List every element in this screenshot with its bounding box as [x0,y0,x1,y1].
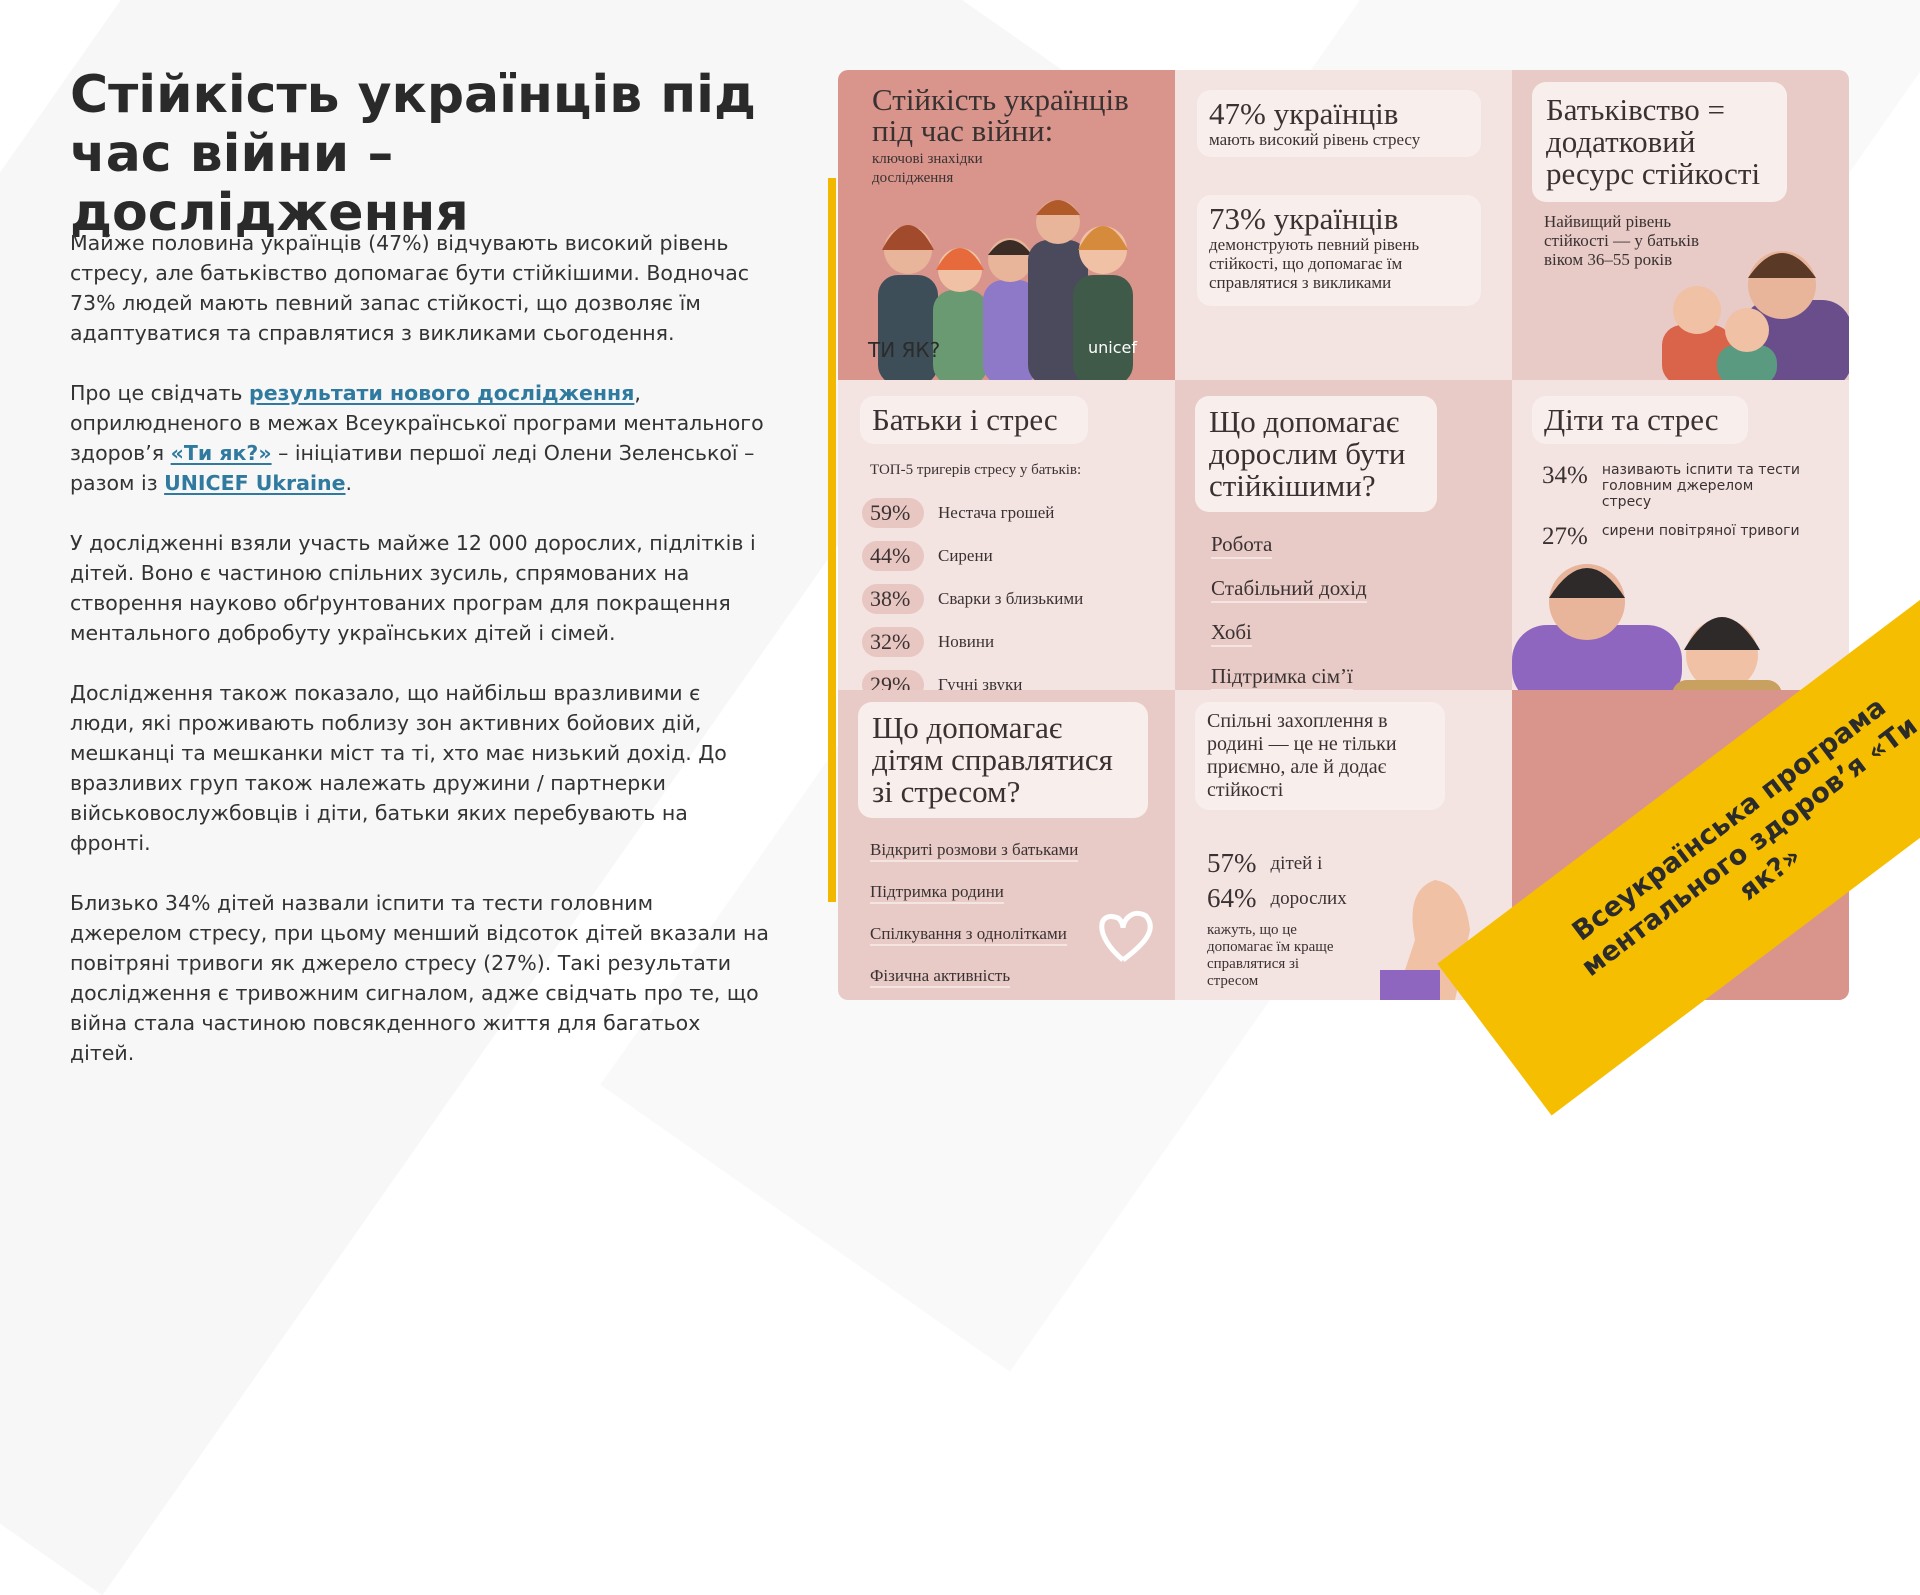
stress-cell: 47% українців мають високий рівень стрес… [1175,70,1512,380]
trigger-label: Нестача грошей [938,503,1055,522]
link[interactable]: UNICEF Ukraine [164,471,346,495]
adults-help-list: Робота Стабільний дохід Хобі Підтримка сім’… [1211,532,1367,690]
help-item: Відкриті розмови з батьками [870,840,1079,862]
link[interactable]: результати нового дослідження [249,381,635,405]
stress-percent: 34% [1542,462,1588,489]
children-illustration [1512,564,1782,690]
family-illustration [878,200,1133,380]
trigger-percent: 59% [862,498,924,528]
trigger-row: 44% Сирени [862,541,1083,571]
logo-left: ТИ ЯК? [868,338,941,362]
cover-subtitle: ключові знахідки дослідження [872,151,983,186]
trigger-percent: 29% [862,670,924,690]
hobby-label: дітей і [1270,852,1323,874]
children-help-cell: Що допомагає дітям справлятися зі стресо… [838,690,1175,1000]
page-title: Стійкість українців під час війни – досл… [70,65,757,243]
parenthood-title: Батьківство = додатковий ресурс стійкост… [1532,82,1787,202]
stress-label: сирени повітряної тривоги [1601,523,1800,539]
trigger-percent: 32% [862,627,924,657]
trigger-row: 38% Сварки з близькими [862,584,1083,614]
parents-stress-title: Батьки і стрес [860,396,1088,444]
stat-value: 73% українців [1209,201,1399,236]
trigger-row: 32% Новини [862,627,1083,657]
children-help-list: Відкриті розмови з батьками Підтримка род… [870,840,1079,1000]
trigger-row: 59% Нестача грошей [862,498,1083,528]
stat-value: 47% українців [1209,96,1399,131]
help-item: Робота [1211,532,1273,559]
help-item: Спілкування з однолітками [870,924,1067,946]
help-item: Стабільний дохід [1211,576,1367,603]
adults-help-title: Що допомагає дорослим бути стійкішими? [1195,396,1437,512]
stress-row: 34% називають іспити та тести головним дж… [1542,462,1832,510]
parents-stress-cell: Батьки і стрес ТОП-5 тригерів стресу у б… [838,380,1175,690]
hobby-percent: 64% [1207,883,1257,913]
parenthood-text: Найвищий рівень стійкості — у батьків ві… [1544,212,1700,269]
paragraph-text: . [345,471,353,495]
accent-line [828,178,836,902]
stress-row: 27% сирени повітряної тривоги [1542,523,1832,551]
stat-text: демонструють певний рівень стійкості, що… [1209,235,1420,292]
cover-title: Стійкість українців під час війни: [872,82,1129,148]
trigger-list: 59% Нестача грошей 44% Сирени 38% Сварки з бл… [862,498,1083,690]
paragraph: Про це свідчать результати нового дослід… [70,378,770,498]
paragraph: Близько 34% дітей назвали іспити та тест… [70,888,770,1068]
hobby-percent: 57% [1207,848,1257,878]
paragraph-text: , оприлюдненого в межах Всеукраїнської п… [70,381,764,465]
trigger-row: 29% Гучні звуки [862,670,1083,690]
hobbies-title: Спільні захоплення в родині — це не тіль… [1195,702,1445,810]
parents-stress-subtitle: ТОП-5 тригерів стресу у батьків: [870,462,1082,478]
link[interactable]: «Ти як?» [170,441,272,465]
help-item: Підтримка сім’ї [1211,664,1353,690]
trigger-percent: 38% [862,584,924,614]
stat-bubble: 47% українців мають високий рівень стрес… [1197,90,1481,157]
help-item: Хобі [1211,620,1252,647]
hobbies-text: кажуть, що це допомагає їм краще справля… [1207,922,1334,989]
paragraph-text: Дослідження також показало, що найбільш … [70,681,727,855]
trigger-label: Сирени [938,546,993,565]
children-stress-title: Діти та стрес [1532,396,1748,444]
article-body: Майже половина українців (47%) відчувают… [70,228,770,1098]
page-body: Стійкість українців під час війни – досл… [70,65,1920,1116]
adults-help-cell: Що допомагає дорослим бути стійкішими? Р… [1175,380,1512,690]
help-item: Підтримка родини [870,882,1004,904]
trigger-label: Новини [938,632,995,651]
paragraph-text: Про це свідчать [70,381,250,405]
logo-right: unicef [1088,338,1137,357]
hobby-label: дорослих [1270,887,1347,909]
hobby-stat: 57% дітей і [1207,848,1347,879]
trigger-label: Сварки з близькими [938,589,1084,608]
stat-text: мають високий рівень стресу [1209,130,1421,149]
children-stress-list: 34% називають іспити та тести головним дж… [1542,462,1832,564]
paragraph-text: – ініціативи першої леді Олени Зеленсько… [70,441,755,495]
paragraph: У дослідженні взяли участь майже 12 000 … [70,528,770,648]
paragraph-text: Близько 34% дітей назвали іспити та тест… [70,891,769,1065]
cover-cell: Стійкість українців під час війни: ключо… [838,70,1175,380]
parenthood-cell: Батьківство = додатковий ресурс стійкост… [1512,70,1849,380]
paragraph: Дослідження також показало, що найбільш … [70,678,770,858]
children-stress-cell: Діти та стрес 34% називають іспити та тес… [1512,380,1849,690]
heart-doodle [1099,910,1153,962]
page: Стійкість українців { "article": { "titl… [70,65,1920,1116]
stress-label: називають іспити та тести головним джере… [1601,462,1801,510]
paragraph: Майже половина українців (47%) відчувают… [70,228,770,348]
children-help-title: Що допомагає дітям справлятися зі стресо… [858,702,1148,818]
help-item: Фізична активність [870,966,1011,988]
stress-percent: 27% [1542,523,1588,550]
paragraph-text: Майже половина українців (47%) відчувают… [70,231,750,345]
hobbies-stats: 57% дітей і 64% дорослих [1207,848,1347,918]
stat-bubble: 73% українців демонструють певний рівень… [1197,195,1481,306]
trigger-percent: 44% [862,541,924,571]
trigger-label: Гучні звуки [938,675,1023,690]
paragraph-text: У дослідженні взяли участь майже 12 000 … [70,531,756,645]
hobby-stat: 64% дорослих [1207,883,1347,914]
parent-illustration [1662,251,1849,380]
